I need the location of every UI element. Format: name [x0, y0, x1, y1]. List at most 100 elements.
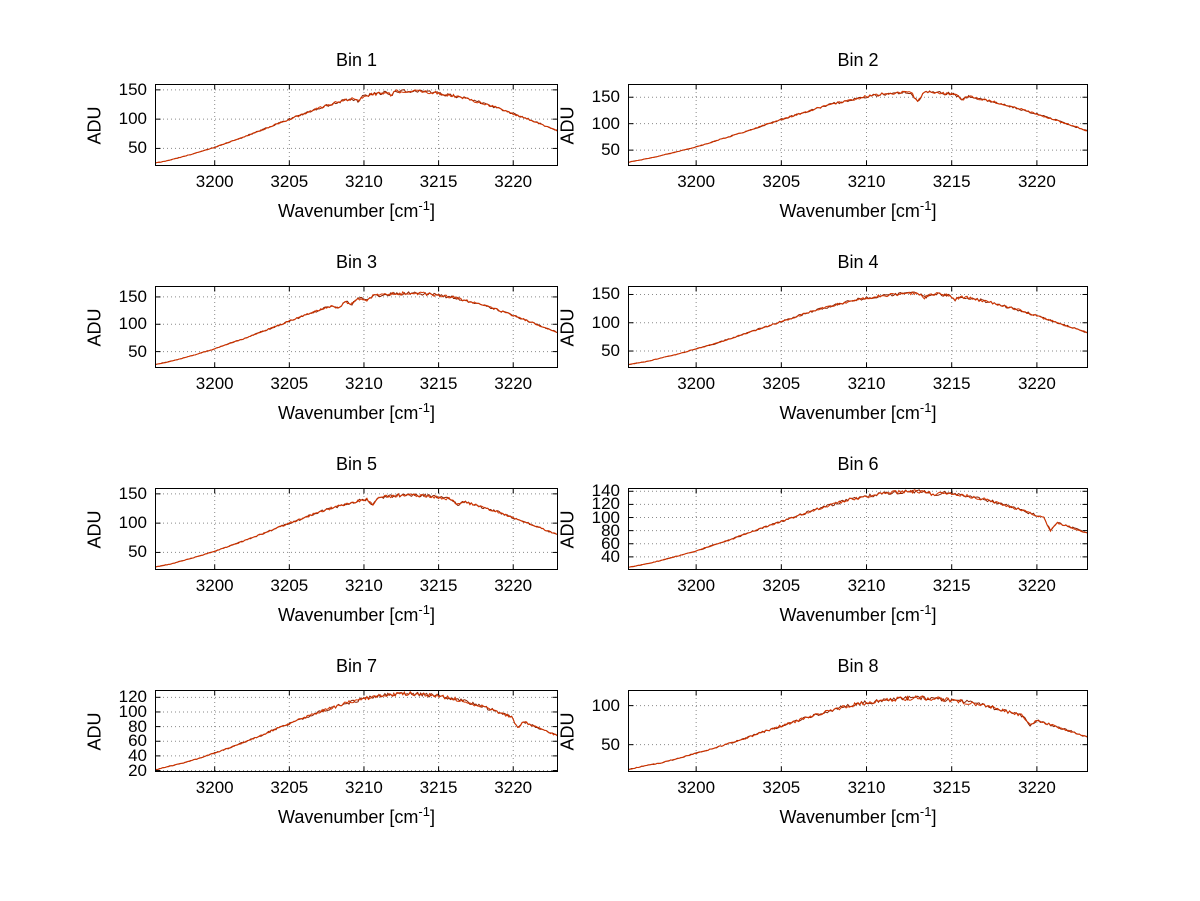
subplot-title: Bin 5: [335, 454, 378, 474]
x-axis-label-text: Wavenumber [cm: [779, 807, 920, 827]
y-tick-label: 150: [591, 87, 620, 107]
subplot-title: Bin 7: [335, 656, 378, 676]
x-tick-label: 3215: [932, 778, 971, 797]
y-tick-label: 150: [591, 284, 620, 304]
y-tick-label: 80: [601, 520, 620, 540]
y-tick-label: 60: [128, 731, 147, 751]
x-tick-label: 3205: [762, 778, 801, 797]
y-tick-label: 100: [591, 113, 620, 133]
y-tick-label: 50: [128, 138, 147, 158]
plot-region: ADU Wavenumber [cm-1] 50 100 150 3200 3205 32…: [558, 284, 1088, 423]
x-axis-label: Wavenumber [cm-1]: [155, 400, 558, 424]
y-tick-label: 100: [591, 312, 620, 332]
subplot: Bin 8 ADU Wavenumber [cm-1] 50 100 3200 320…: [558, 642, 1200, 844]
plot-area: [155, 84, 558, 166]
x-tick-label: 3205: [270, 778, 309, 797]
subplot: Bin 3 ADU Wavenumber [cm-1] 50 100 150 3200…: [40, 238, 580, 440]
y-tick-label: 150: [118, 286, 147, 306]
x-tick-label: 3210: [847, 778, 886, 797]
x-tick-label: 3215: [419, 172, 458, 191]
y-tick-label: 120: [118, 687, 147, 707]
subplot-title: Bin 6: [837, 454, 879, 474]
x-tick-label: 3215: [419, 576, 458, 595]
x-tick-label: 3210: [345, 576, 383, 595]
x-axis-label-suffix: ]: [931, 807, 937, 827]
x-tick-label: 3210: [345, 374, 383, 393]
x-tick-label: 3205: [270, 576, 309, 595]
x-tick-label: 3210: [345, 172, 383, 191]
plot-region: ADU Wavenumber [cm-1] 50 100 150 3200 3205 32…: [558, 84, 1088, 221]
x-axis-label-suffix: ]: [429, 403, 435, 423]
x-axis-label: Wavenumber [cm-1]: [155, 602, 558, 626]
y-tick-label: 60: [601, 533, 620, 553]
subplot-title: Bin 3: [335, 252, 378, 272]
plot-region: ADU Wavenumber [cm-1] 50 100 150 3200 3205 32…: [85, 484, 558, 625]
x-axis-label-suffix: ]: [429, 201, 435, 221]
x-axis-label-superscript: -1: [919, 804, 932, 819]
x-tick-label: 3215: [419, 778, 458, 797]
y-tick-label: 50: [601, 734, 620, 754]
x-tick-label: 3205: [270, 172, 309, 191]
plot-area: [628, 286, 1088, 368]
y-tick-label: 50: [601, 140, 620, 160]
x-axis-label: Wavenumber [cm-1]: [628, 400, 1088, 424]
x-axis-label: Wavenumber [cm-1]: [155, 804, 558, 828]
y-tick-label: 50: [128, 542, 147, 562]
x-axis-label: Wavenumber [cm-1]: [628, 602, 1088, 626]
x-tick-label: 3200: [195, 778, 234, 797]
x-axis-label-suffix: ]: [931, 201, 937, 221]
y-tick-label: 100: [118, 513, 147, 533]
x-axis-label: Wavenumber [cm-1]: [628, 804, 1088, 828]
plot-region: ADU Wavenumber [cm-1] 50 100 150 3200 3205 32…: [85, 80, 558, 221]
x-tick-label: 3220: [1017, 374, 1056, 393]
y-tick-label: 100: [591, 507, 620, 527]
x-tick-label: 3200: [195, 172, 234, 191]
y-tick-label: 80: [128, 716, 147, 736]
x-axis-label-text: Wavenumber [cm: [278, 605, 419, 625]
x-tick-label: 3200: [677, 576, 716, 595]
x-tick-label: 3205: [270, 374, 309, 393]
y-tick-label: 100: [118, 109, 147, 129]
x-axis-label-superscript: -1: [919, 602, 932, 617]
x-tick-label: 3220: [494, 778, 533, 797]
x-axis-label-text: Wavenumber [cm: [779, 403, 920, 423]
x-axis-label-superscript: -1: [418, 602, 430, 617]
subplot: Bin 7 ADU Wavenumber [cm-1] 20 40 60 80 100 1…: [40, 642, 580, 844]
subplot-title: Bin 2: [837, 50, 879, 70]
x-axis-label-superscript: -1: [418, 804, 430, 819]
plot-region: ADU Wavenumber [cm-1] 50 100 3200 3205 3210 3…: [558, 690, 1088, 827]
x-tick-label: 3220: [494, 172, 533, 191]
x-tick-label: 3200: [677, 374, 716, 393]
x-tick-label: 3220: [494, 576, 533, 595]
x-axis-label-text: Wavenumber [cm: [779, 605, 920, 625]
plot-area: [155, 488, 558, 570]
x-axis-label-text: Wavenumber [cm: [278, 201, 419, 221]
x-axis-label-suffix: ]: [931, 605, 937, 625]
x-tick-label: 3205: [762, 172, 801, 191]
x-tick-label: 3220: [1017, 576, 1056, 595]
plot-area: [628, 488, 1088, 570]
x-axis-label-text: Wavenumber [cm: [278, 403, 419, 423]
x-axis-label-text: Wavenumber [cm: [278, 807, 419, 827]
x-tick-label: 3210: [847, 374, 886, 393]
y-tick-label: 20: [128, 760, 147, 780]
x-tick-label: 3210: [345, 778, 383, 797]
x-axis-label-text: Wavenumber [cm: [779, 201, 920, 221]
x-tick-label: 3210: [847, 172, 886, 191]
y-tick-label: 100: [118, 314, 147, 334]
y-tick-label: 100: [591, 695, 620, 715]
plot-region: ADU Wavenumber [cm-1] 50 100 150 3200 3205 32…: [85, 286, 558, 423]
x-tick-label: 3215: [932, 172, 971, 191]
x-tick-label: 3215: [932, 374, 971, 393]
x-axis-label-superscript: -1: [418, 400, 430, 415]
x-axis-label: Wavenumber [cm-1]: [155, 198, 558, 222]
x-tick-label: 3220: [494, 374, 533, 393]
y-tick-label: 50: [601, 341, 620, 361]
x-tick-label: 3215: [932, 576, 971, 595]
x-axis-label-superscript: -1: [919, 198, 932, 213]
plot-area: [628, 690, 1088, 772]
subplot: Bin 5 ADU Wavenumber [cm-1] 50 100 150 3200…: [40, 440, 580, 642]
x-tick-label: 3215: [419, 374, 458, 393]
x-axis-label-suffix: ]: [931, 403, 937, 423]
